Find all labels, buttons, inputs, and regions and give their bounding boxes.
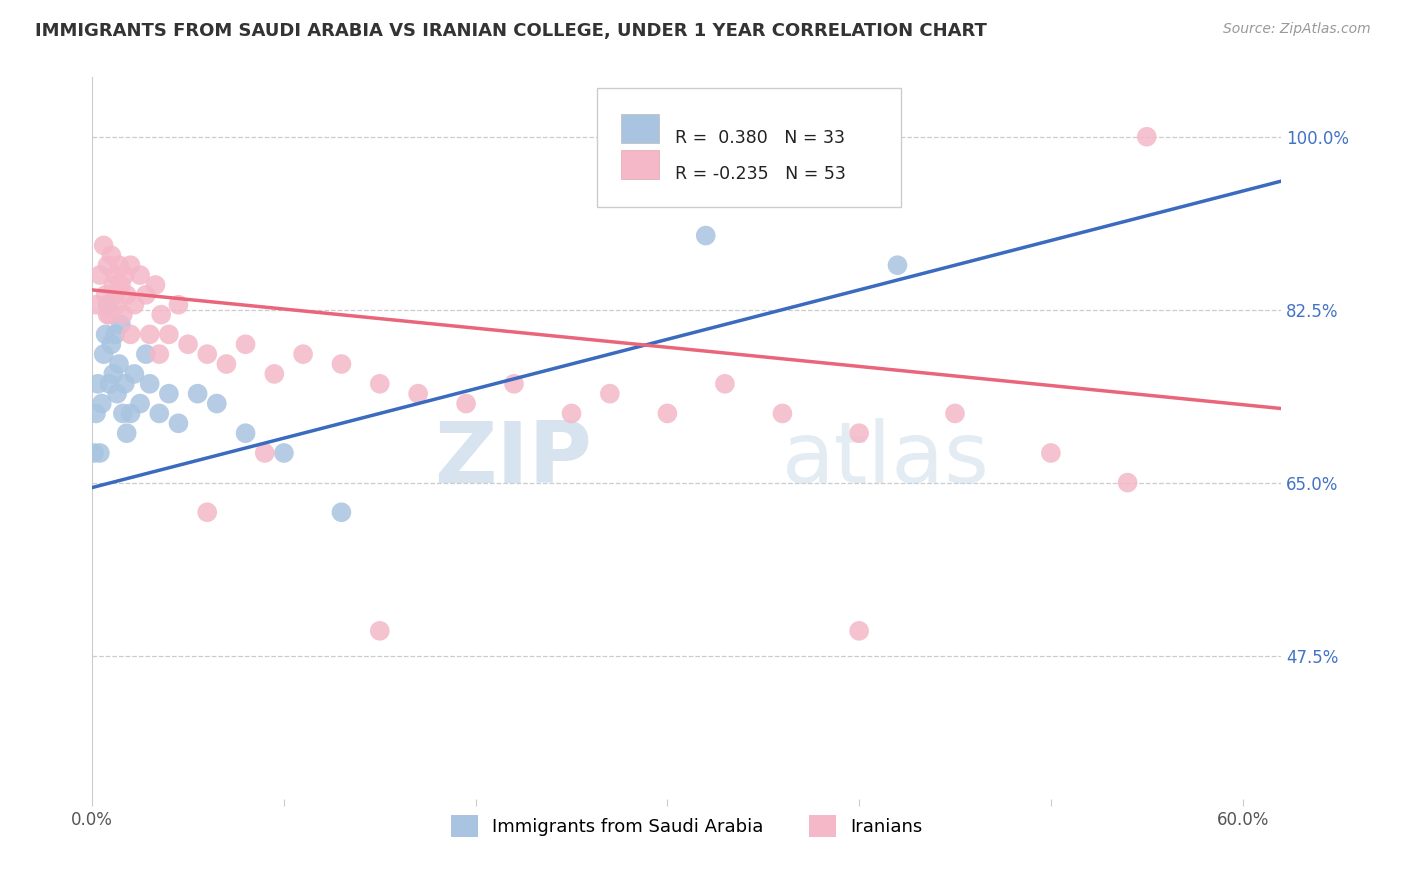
Point — [138, 376, 160, 391]
Point — [94, 327, 117, 342]
Point — [111, 308, 134, 322]
Point — [943, 406, 966, 420]
Point — [111, 406, 134, 420]
Point — [120, 327, 142, 342]
Point — [100, 337, 122, 351]
Point — [108, 357, 131, 371]
Point — [110, 318, 132, 332]
Point — [848, 624, 870, 638]
Point — [695, 228, 717, 243]
Point — [114, 376, 136, 391]
Point — [104, 327, 127, 342]
Point — [90, 396, 112, 410]
Point — [135, 288, 157, 302]
Point — [124, 367, 146, 381]
Point — [96, 298, 118, 312]
Point — [406, 386, 429, 401]
Point — [115, 426, 138, 441]
Point — [503, 376, 526, 391]
Point — [148, 406, 170, 420]
Point — [120, 258, 142, 272]
Point — [148, 347, 170, 361]
Point — [108, 258, 131, 272]
Point — [135, 347, 157, 361]
Point — [235, 426, 257, 441]
Text: Source: ZipAtlas.com: Source: ZipAtlas.com — [1223, 22, 1371, 37]
Point — [253, 446, 276, 460]
Point — [330, 505, 353, 519]
Point — [599, 386, 621, 401]
Point — [100, 248, 122, 262]
Point — [83, 446, 105, 460]
Point — [848, 426, 870, 441]
Point — [150, 308, 173, 322]
Point — [103, 367, 125, 381]
Point — [94, 288, 117, 302]
Point — [714, 376, 737, 391]
Point — [1039, 446, 1062, 460]
Point — [886, 258, 908, 272]
Point — [273, 446, 295, 460]
Text: R = -0.235   N = 53: R = -0.235 N = 53 — [675, 165, 845, 183]
Point — [98, 376, 121, 391]
Point — [167, 298, 190, 312]
Point — [215, 357, 238, 371]
Point — [145, 277, 167, 292]
Legend: Immigrants from Saudi Arabia, Iranians: Immigrants from Saudi Arabia, Iranians — [443, 807, 929, 844]
Point — [187, 386, 209, 401]
FancyBboxPatch shape — [621, 150, 659, 178]
Point — [167, 417, 190, 431]
Point — [105, 298, 128, 312]
Point — [96, 258, 118, 272]
Point — [560, 406, 582, 420]
Point — [129, 268, 152, 282]
Point — [263, 367, 285, 381]
Point — [87, 376, 110, 391]
Point — [96, 308, 118, 322]
Point — [89, 268, 111, 282]
Point — [103, 277, 125, 292]
Point — [129, 396, 152, 410]
Point — [84, 298, 107, 312]
Point — [114, 268, 136, 282]
Point — [1136, 129, 1159, 144]
Point — [98, 308, 121, 322]
Point — [657, 406, 679, 420]
Point — [157, 386, 180, 401]
FancyBboxPatch shape — [621, 113, 659, 143]
Text: R =  0.380   N = 33: R = 0.380 N = 33 — [675, 129, 845, 147]
Point — [110, 277, 132, 292]
Point — [104, 268, 127, 282]
Point — [124, 298, 146, 312]
Point — [1116, 475, 1139, 490]
Point — [105, 386, 128, 401]
Point — [454, 396, 477, 410]
Point — [157, 327, 180, 342]
Text: atlas: atlas — [782, 418, 990, 501]
Point — [138, 327, 160, 342]
Point — [115, 288, 138, 302]
Point — [292, 347, 315, 361]
Point — [195, 505, 218, 519]
Point — [104, 288, 127, 302]
Point — [330, 357, 353, 371]
Point — [120, 406, 142, 420]
Point — [770, 406, 793, 420]
Point — [177, 337, 200, 351]
Point — [195, 347, 218, 361]
Point — [89, 446, 111, 460]
Point — [368, 624, 391, 638]
Point — [368, 376, 391, 391]
Text: ZIP: ZIP — [433, 418, 592, 501]
Point — [84, 406, 107, 420]
Point — [205, 396, 228, 410]
Point — [93, 238, 115, 252]
Point — [93, 347, 115, 361]
FancyBboxPatch shape — [598, 88, 901, 207]
Point — [235, 337, 257, 351]
Text: IMMIGRANTS FROM SAUDI ARABIA VS IRANIAN COLLEGE, UNDER 1 YEAR CORRELATION CHART: IMMIGRANTS FROM SAUDI ARABIA VS IRANIAN … — [35, 22, 987, 40]
